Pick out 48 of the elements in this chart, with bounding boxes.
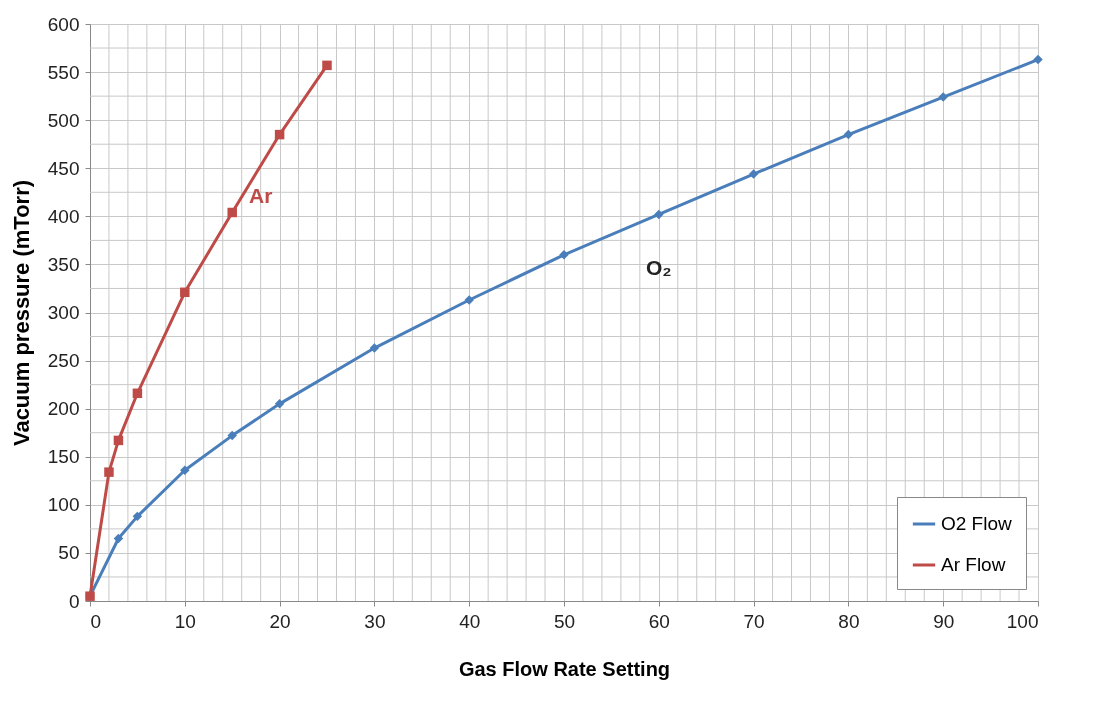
x-tick-label: 30 [364, 610, 386, 632]
x-tick-label: 80 [838, 610, 860, 632]
annotation: O₂ [645, 256, 672, 280]
point [113, 533, 124, 544]
x-tick-label: 60 [648, 610, 670, 632]
point [369, 343, 380, 353]
x-tick-label: 50 [553, 610, 576, 632]
x-axis-title: Gas Flow Rate Setting [458, 657, 671, 680]
y-axis-title: Vacuum pressure (mTorr) [8, 179, 34, 447]
y-tick-label: 0 [68, 590, 80, 612]
y-tick-label: 500 [47, 109, 80, 131]
legend-label: O2 Flow [941, 513, 1013, 534]
point [654, 209, 664, 220]
point [1033, 54, 1043, 65]
legend-label: Ar Flow [941, 554, 1006, 575]
point [132, 511, 143, 522]
x-tick-label: 100 [1006, 610, 1039, 632]
annotation: Ar [248, 184, 273, 208]
y-tick-label: 600 [47, 13, 80, 35]
y-tick-label: 150 [47, 446, 80, 468]
x-tick-label: 70 [743, 610, 765, 632]
y-tick-label: 300 [47, 302, 80, 323]
point [104, 467, 114, 477]
point [274, 399, 285, 409]
point [113, 435, 124, 446]
point [748, 169, 759, 179]
point [180, 465, 190, 475]
x-tick-label: 90 [933, 610, 955, 632]
y-tick-label: 100 [47, 494, 80, 516]
point [132, 388, 143, 399]
point [843, 129, 854, 140]
x-tick-label: 20 [269, 610, 291, 632]
y-tick-label: 50 [58, 542, 80, 564]
y-tick-label: 350 [47, 253, 80, 275]
point [180, 287, 190, 298]
point [938, 92, 948, 102]
x-tick-label: 40 [459, 610, 481, 632]
y-tick-label: 450 [47, 157, 80, 179]
y-tick-label: 200 [47, 398, 80, 420]
y-tick-label: 550 [47, 61, 80, 83]
point [227, 430, 237, 441]
x-tick-label: 10 [174, 610, 196, 632]
y-tick-label: 250 [47, 350, 80, 372]
point [227, 207, 237, 218]
point [322, 60, 332, 71]
point [274, 129, 285, 140]
y-tick-label: 400 [47, 205, 80, 227]
x-tick-label: 0 [90, 610, 102, 632]
